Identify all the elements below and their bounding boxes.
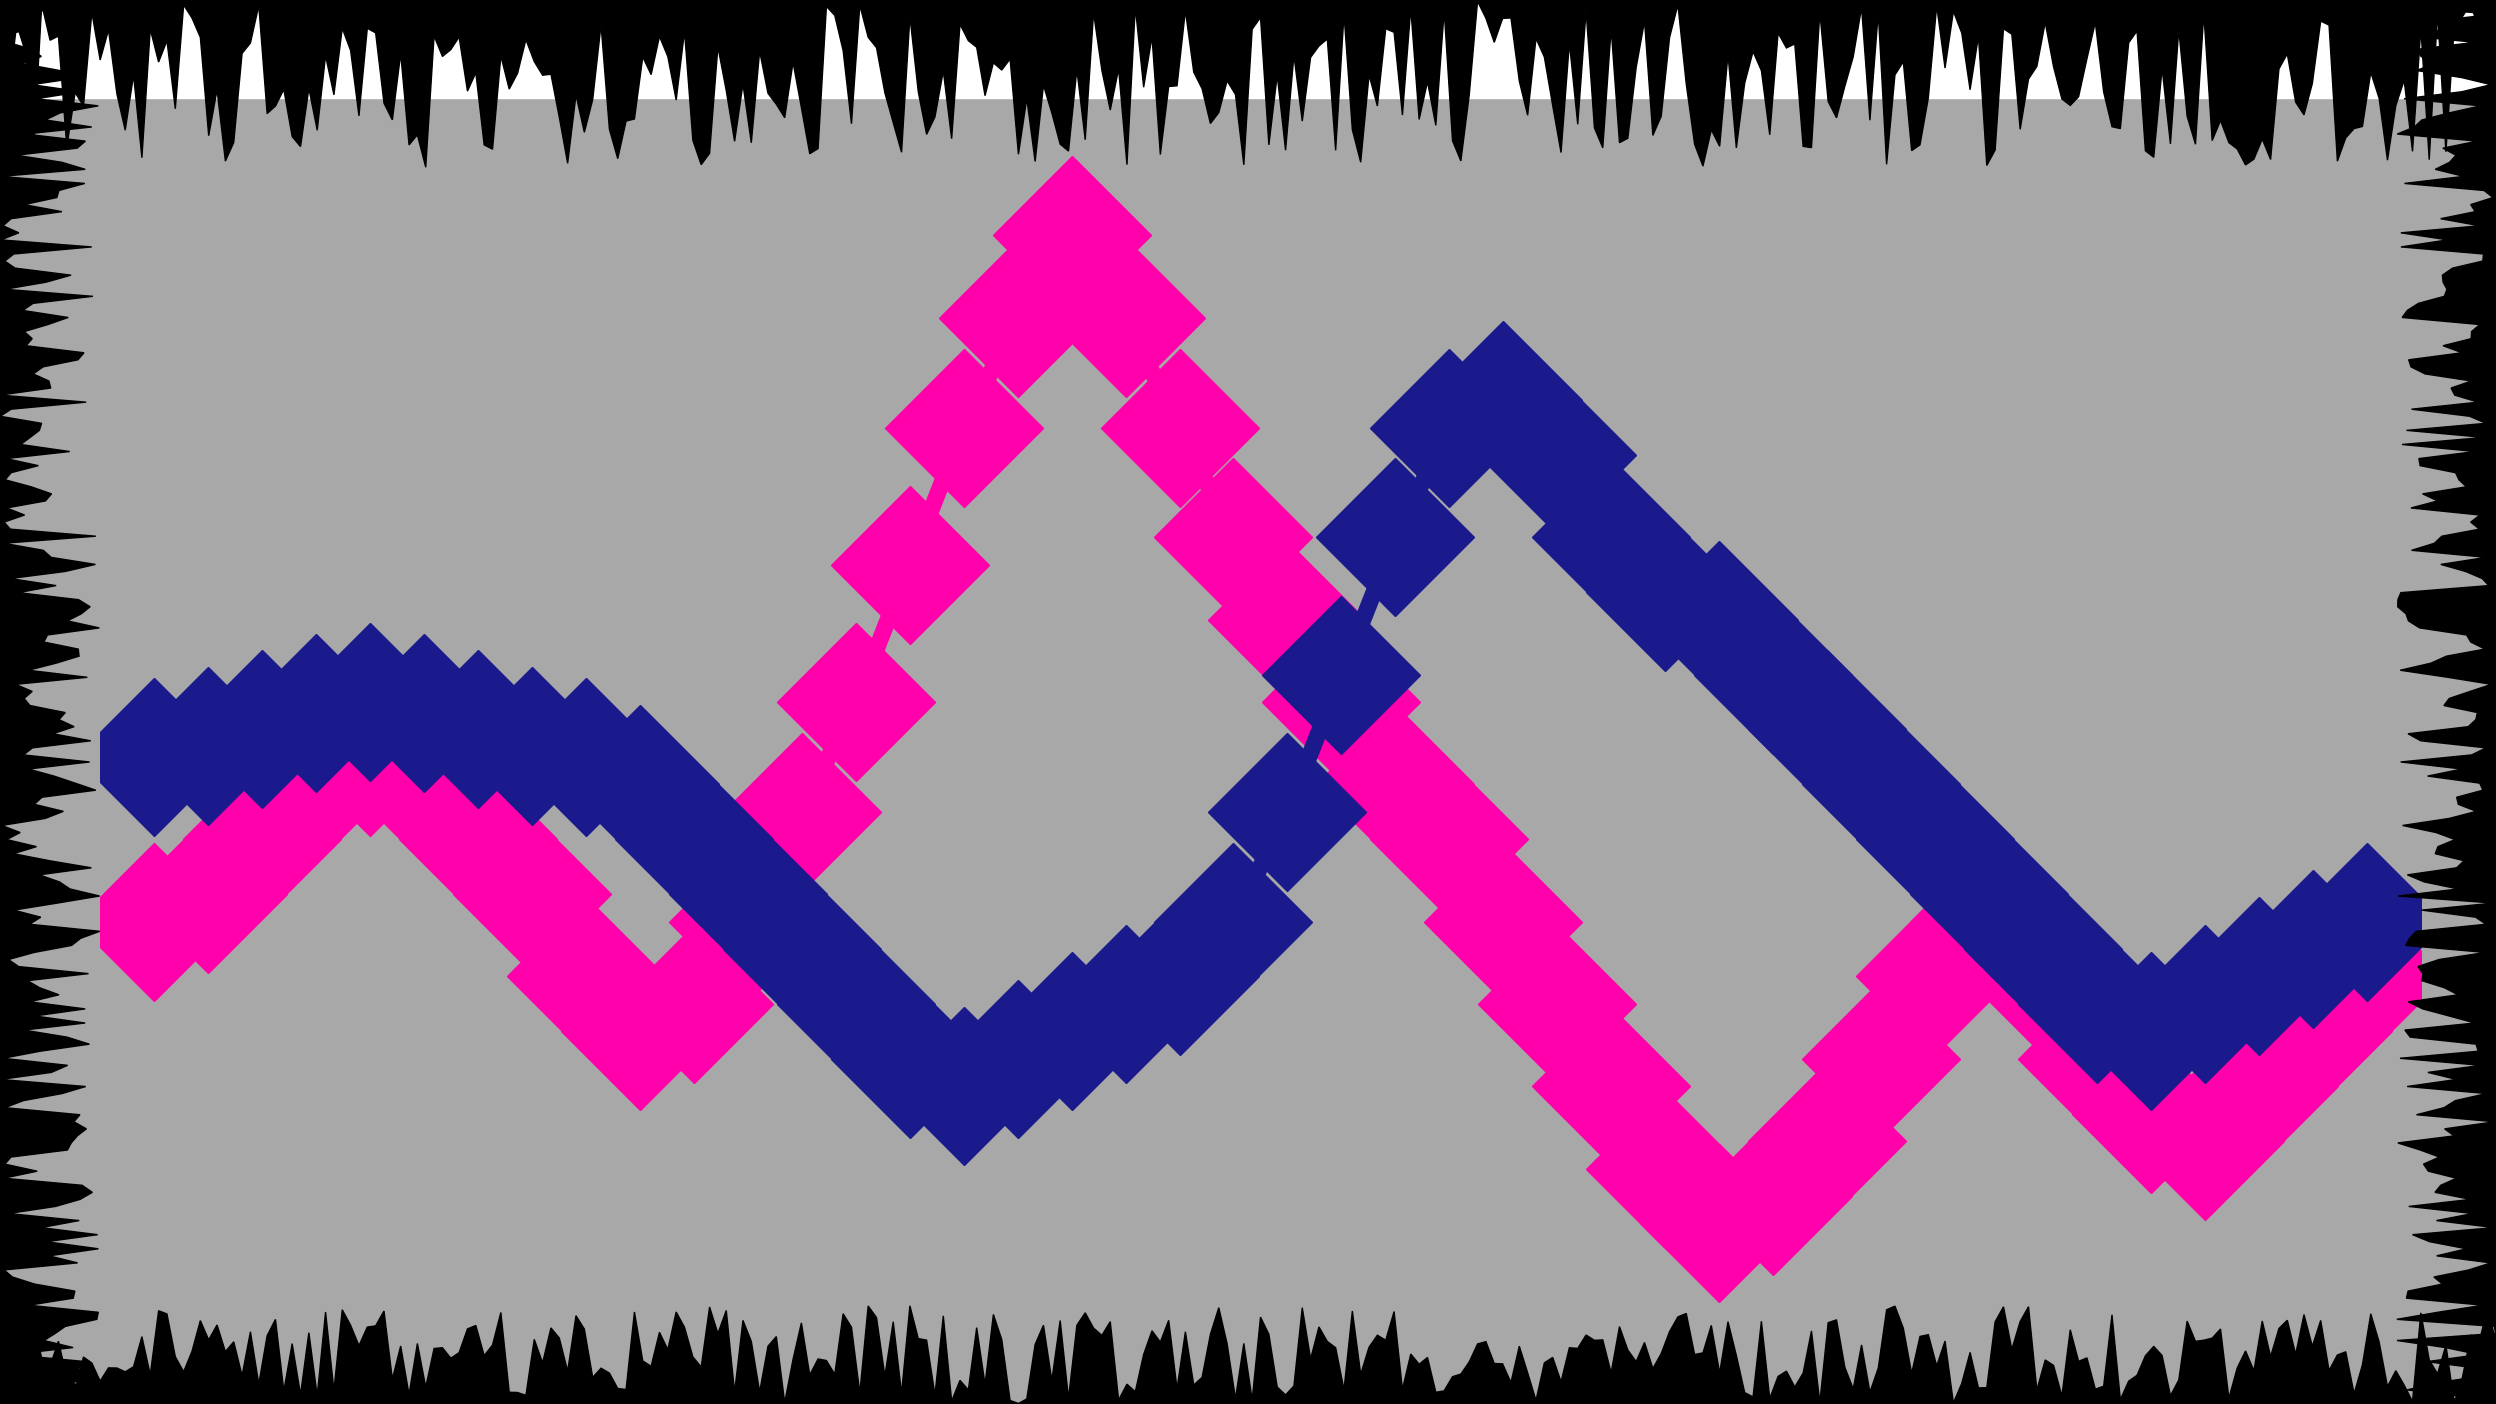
Polygon shape — [0, 0, 2496, 98]
Polygon shape — [0, 1306, 2496, 1404]
Polygon shape — [0, 0, 2496, 167]
Polygon shape — [2396, 0, 2496, 1404]
Polygon shape — [0, 0, 100, 1404]
